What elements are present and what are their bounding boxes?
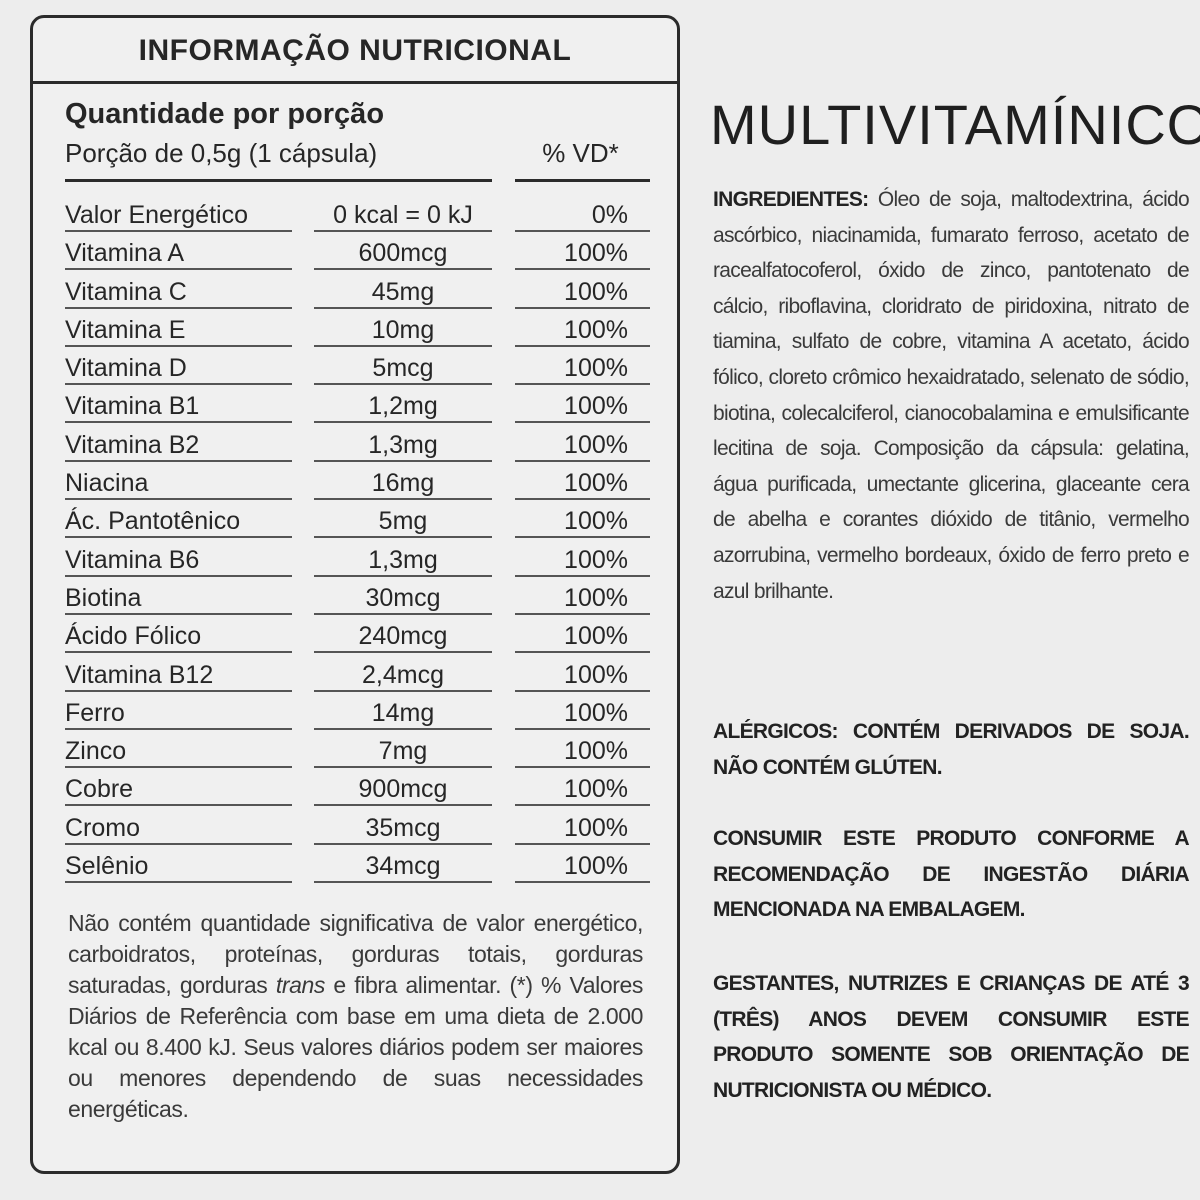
nutrient-name: Vitamina E [65,311,292,347]
nutrient-vd: 100% [515,311,650,347]
nutrient-amount: 10mg [314,311,492,347]
nutrient-row: Cromo 35mcg 100% [65,809,650,847]
nutrient-amount: 16mg [314,464,492,501]
nutrient-vd: 100% [515,541,650,577]
nutrient-row: Vitamina B6 1,3mg 100% [65,541,650,579]
nutrient-name: Vitamina C [65,273,292,309]
nutrient-name: Vitamina B1 [65,387,292,424]
vd-header: % VD* [542,138,619,168]
nutrient-vd: 100% [515,656,650,692]
nutrient-amount: 1,2mg [314,387,492,424]
nutrient-vd: 100% [515,349,650,386]
nutrient-amount: 600mcg [314,234,492,271]
nutrient-vd: 100% [515,502,650,539]
nutrient-row: Valor Energético 0 kcal = 0 kJ 0% [65,196,650,234]
nutrient-name: Vitamina A [65,234,292,271]
nutrient-amount: 2,4mcg [314,656,492,692]
nutrient-vd: 100% [515,732,650,769]
nutrition-panel: INFORMAÇÃO NUTRICIONAL Quantidade por po… [30,15,680,1174]
header-rule [65,179,492,182]
footnote: Não contém quantidade significativa de v… [68,908,643,1125]
nutrient-vd: 100% [515,464,650,501]
nutrient-row: Ácido Fólico 240mcg 100% [65,617,650,655]
header-rule [515,179,650,182]
nutrient-amount: 5mg [314,502,492,539]
serving-size: Porção de 0,5g (1 cápsula) [65,138,378,168]
footnote-text: e fibra alimentar. (*) % Valores Diários… [68,972,643,1122]
footnote-text: Não contém quantidade significativa de v… [68,910,643,998]
nutrient-vd: 100% [515,770,650,807]
nutrient-name: Selênio [65,847,292,884]
nutrient-name: Vitamina B6 [65,541,292,577]
ingredients: INGREDIENTES: Óleo de soja, maltodextrin… [713,182,1190,609]
nutrient-name: Niacina [65,464,292,501]
nutrient-name: Ferro [65,694,292,730]
nutrient-name: Vitamina D [65,349,292,386]
nutrient-row: Vitamina B2 1,3mg 100% [65,426,650,464]
nutrient-amount: 0 kcal = 0 kJ [314,196,492,232]
ingredients-label: INGREDIENTES: [713,188,869,211]
nutrient-vd: 100% [515,387,650,424]
nutrient-name: Vitamina B12 [65,656,292,692]
nutrient-amount: 240mcg [314,617,492,654]
nutrient-vd: 100% [515,694,650,730]
nutrient-row: Selênio 34mcg 100% [65,847,650,885]
nutrient-amount: 1,3mg [314,541,492,577]
nutrient-name: Biotina [65,579,292,615]
nutrient-name: Cromo [65,809,292,845]
nutrient-row: Biotina 30mcg 100% [65,579,650,617]
nutrient-vd: 100% [515,617,650,654]
nutrient-row: Ác. Pantotênico 5mg 100% [65,502,650,540]
nutrient-row: Vitamina A 600mcg 100% [65,234,650,272]
nutrient-amount: 900mcg [314,770,492,807]
nutrient-name: Ác. Pantotênico [65,502,292,539]
nutrient-name: Valor Energético [65,196,292,232]
nutrient-name: Ácido Fólico [65,617,292,654]
nutrient-amount: 7mg [314,732,492,769]
nutrient-amount: 45mg [314,273,492,309]
nutrient-table: Valor Energético 0 kcal = 0 kJ 0% Vitamina … [65,196,650,885]
product-title: MULTIVITAMÍNICO [710,93,1200,156]
nutrient-row: Cobre 900mcg 100% [65,770,650,808]
nutrient-row: Vitamina E 10mg 100% [65,311,650,349]
nutrient-name: Cobre [65,770,292,807]
serving-title: Quantidade por porção [65,98,385,130]
nutrient-row: Zinco 7mg 100% [65,732,650,770]
allergens: ALÉRGICOS: CONTÉM DERIVADOS DE SOJA. NÃO… [713,720,1190,779]
ingredients-text: Óleo de soja, maltodextrina, ácido ascór… [713,188,1190,603]
nutrient-row: Vitamina B1 1,2mg 100% [65,387,650,425]
footnote-italic: trans [275,972,326,998]
usage: CONSUMIR ESTE PRODUTO CONFORME A RECOMEN… [713,827,1190,922]
nutrient-vd: 100% [515,579,650,615]
nutrient-amount: 30mcg [314,579,492,615]
nutrient-row: Niacina 16mg 100% [65,464,650,502]
nutrient-amount: 14mg [314,694,492,730]
nutrient-amount: 1,3mg [314,426,492,462]
nutrient-vd: 100% [515,426,650,462]
nutrient-vd: 0% [515,196,650,232]
nutrient-row: Vitamina D 5mcg 100% [65,349,650,387]
panel-title: INFORMAÇÃO NUTRICIONAL [33,18,677,84]
nutrient-row: Vitamina C 45mg 100% [65,273,650,311]
nutrient-name: Vitamina B2 [65,426,292,462]
nutrient-amount: 34mcg [314,847,492,884]
nutrient-row: Vitamina B12 2,4mcg 100% [65,656,650,694]
nutrient-amount: 5mcg [314,349,492,386]
nutrient-name: Zinco [65,732,292,769]
nutrient-vd: 100% [515,809,650,845]
warning: GESTANTES, NUTRIZES E CRIANÇAS DE ATÉ 3 … [713,972,1190,1102]
nutrient-amount: 35mcg [314,809,492,845]
nutrient-vd: 100% [515,234,650,271]
nutrient-vd: 100% [515,847,650,884]
nutrient-vd: 100% [515,273,650,309]
nutrient-row: Ferro 14mg 100% [65,694,650,732]
